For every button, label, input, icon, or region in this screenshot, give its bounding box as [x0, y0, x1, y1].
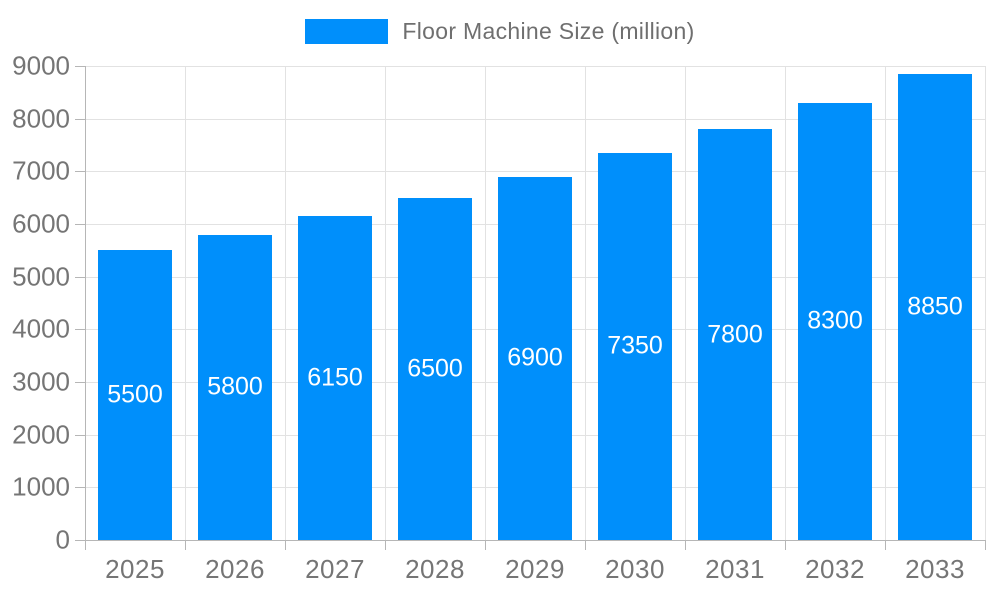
x-axis-tick [985, 540, 986, 550]
x-axis-tick-label: 2026 [205, 554, 265, 584]
y-axis-tick [75, 66, 85, 67]
h-gridline [85, 118, 985, 120]
x-axis-tick [685, 540, 686, 550]
y-axis-tick [75, 171, 85, 173]
y-axis-tick [75, 487, 85, 489]
bar-2031[interactable]: 7800 [698, 129, 772, 540]
bar-2026[interactable]: 5800 [198, 234, 272, 540]
v-gridline [885, 66, 886, 540]
bar-value-label: 7350 [607, 331, 663, 360]
plot-area: 5500 5800 6150 6500 6900 7350 7800 8300 8850 [85, 66, 986, 540]
bar-2027[interactable]: 6150 [298, 216, 372, 540]
x-axis-tick [385, 540, 386, 550]
legend-swatch-icon [305, 19, 389, 44]
v-gridline [685, 66, 686, 540]
y-axis-tick-label: 5000 [12, 261, 70, 292]
h-gridline [85, 66, 985, 67]
x-axis-tick-label: 2027 [305, 554, 365, 584]
v-gridline [285, 66, 286, 540]
x-axis-tick-label: 2033 [905, 554, 965, 584]
h-gridline [85, 171, 985, 173]
legend-label: Floor Machine Size (million) [402, 18, 695, 44]
bar-value-label: 6500 [407, 354, 463, 383]
bar-value-label: 8300 [807, 306, 863, 335]
bar-2032[interactable]: 8300 [798, 102, 872, 540]
x-axis-tick [285, 540, 286, 550]
bar-2029[interactable]: 6900 [498, 176, 572, 540]
v-gridline [985, 66, 986, 540]
bar-value-label: 8850 [907, 292, 963, 321]
x-axis-line [85, 540, 985, 541]
y-axis-tick [75, 382, 85, 383]
y-axis-tick-label: 7000 [12, 155, 70, 186]
y-axis-tick-label: 1000 [12, 471, 70, 502]
v-gridline [385, 66, 386, 540]
bar-value-label: 7800 [707, 320, 763, 349]
y-axis-tick [75, 540, 85, 541]
x-axis-tick [485, 540, 486, 550]
y-axis-tick-label: 9000 [12, 50, 70, 81]
bar-value-label: 5500 [107, 380, 163, 409]
x-axis-tick [85, 540, 86, 550]
y-axis-tick [75, 224, 85, 225]
legend-item[interactable]: Floor Machine Size (million) [0, 18, 1000, 45]
x-axis-tick-label: 2031 [705, 554, 765, 584]
y-axis-tick-label: 2000 [12, 419, 70, 450]
x-axis-tick-label: 2029 [505, 554, 565, 584]
v-gridline [185, 66, 186, 540]
y-axis-tick [75, 276, 85, 278]
y-axis-tick [75, 434, 85, 436]
y-axis-tick-label: 3000 [12, 366, 70, 397]
x-axis-tick-label: 2025 [105, 554, 165, 584]
x-axis-tick-label: 2030 [605, 554, 665, 584]
y-axis-tick [75, 329, 85, 331]
bar-2025[interactable]: 5500 [98, 250, 172, 540]
y-axis-tick-label: 6000 [12, 208, 70, 239]
x-axis-tick [785, 540, 786, 550]
y-axis-tick-label: 4000 [12, 313, 70, 344]
v-gridline [485, 66, 486, 540]
y-axis-tick [75, 118, 85, 120]
v-gridline [785, 66, 786, 540]
x-axis-tick-label: 2032 [805, 554, 865, 584]
x-axis-tick [585, 540, 586, 550]
y-axis-line [85, 66, 86, 540]
bar-value-label: 5800 [207, 372, 263, 401]
bar-2028[interactable]: 6500 [398, 197, 472, 540]
bar-value-label: 6150 [307, 363, 363, 392]
bar-2033[interactable]: 8850 [898, 73, 972, 540]
y-axis-tick-label: 8000 [12, 103, 70, 134]
y-axis-tick-label: 0 [55, 524, 70, 555]
v-gridline [585, 66, 586, 540]
bar-2030[interactable]: 7350 [598, 152, 672, 540]
x-axis-tick [885, 540, 886, 550]
x-axis-tick-label: 2028 [405, 554, 465, 584]
x-axis-tick [185, 540, 186, 550]
bar-value-label: 6900 [507, 343, 563, 372]
